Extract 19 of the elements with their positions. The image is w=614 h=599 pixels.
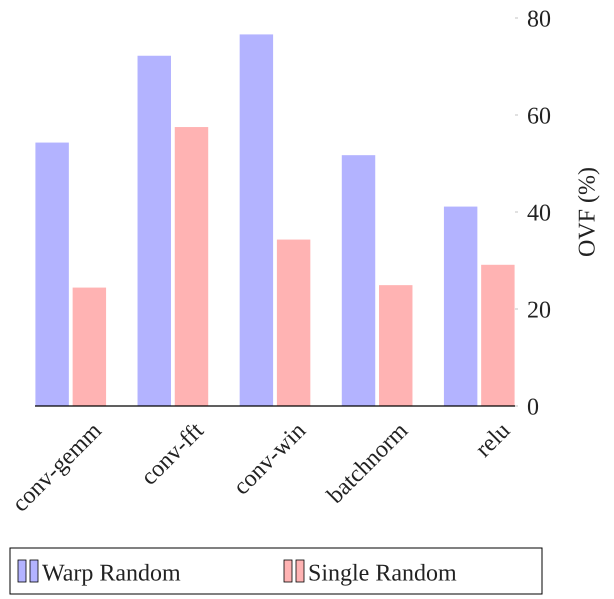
bar	[174, 126, 210, 406]
bar	[238, 34, 274, 406]
y-axis-title: OVF (%)	[574, 167, 600, 257]
bar	[72, 286, 107, 406]
y-tick-label: 40	[527, 200, 551, 226]
legend-label: Single Random	[308, 560, 457, 586]
bar	[443, 206, 478, 406]
legend-label: Warp Random	[42, 560, 182, 586]
y-tick-label: 60	[527, 103, 551, 130]
y-tick-label: 0	[527, 394, 539, 420]
y-tick-label: 20	[527, 297, 551, 324]
bar	[136, 54, 172, 406]
bar	[276, 238, 312, 406]
bar	[340, 154, 376, 406]
bar	[378, 284, 414, 406]
bar	[480, 264, 516, 406]
x-tick-label: relu	[470, 418, 516, 463]
y-tick-label: 80	[527, 6, 551, 32]
bar	[34, 142, 70, 406]
